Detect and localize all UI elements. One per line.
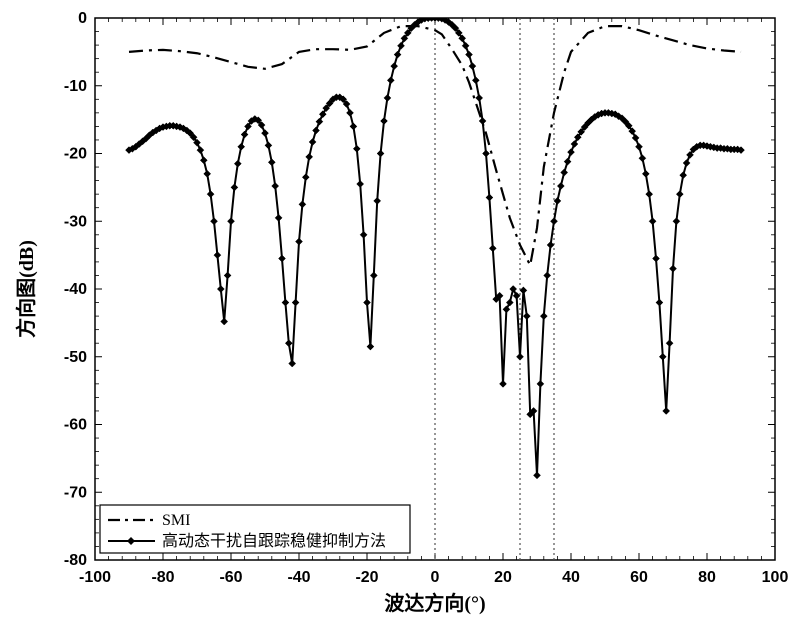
y-tick-label: 0	[78, 10, 87, 27]
x-tick-label: -60	[219, 569, 242, 586]
y-axis-label: 方向图(dB)	[14, 240, 38, 338]
series-proposed	[129, 18, 741, 475]
x-tick-label: 0	[431, 569, 440, 586]
x-tick-label: 100	[762, 569, 789, 586]
y-tick-label: -10	[64, 78, 87, 95]
legend-label-proposed: 高动态干扰自跟踪稳健抑制方法	[162, 532, 386, 550]
y-tick-label: -70	[64, 484, 87, 501]
y-tick-label: -80	[64, 552, 87, 569]
legend-label-smi: SMI	[162, 512, 190, 529]
chart-svg: -100-80-60-40-20020406080100-80-70-60-50…	[0, 0, 800, 629]
x-tick-label: -100	[79, 569, 111, 586]
beampattern-chart: -100-80-60-40-20020406080100-80-70-60-50…	[0, 0, 800, 629]
x-axis-label: 波达方向(°)	[384, 591, 485, 615]
y-tick-label: -60	[64, 417, 87, 434]
x-tick-label: -80	[151, 569, 174, 586]
y-tick-label: -50	[64, 349, 87, 366]
y-tick-label: -30	[64, 213, 87, 230]
x-tick-label: 80	[698, 569, 716, 586]
x-tick-label: 40	[562, 569, 580, 586]
x-tick-label: 20	[494, 569, 512, 586]
y-tick-label: -20	[64, 146, 87, 163]
x-tick-label: -20	[355, 569, 378, 586]
y-tick-label: -40	[64, 281, 87, 298]
x-tick-label: -40	[287, 569, 310, 586]
x-tick-label: 60	[630, 569, 648, 586]
